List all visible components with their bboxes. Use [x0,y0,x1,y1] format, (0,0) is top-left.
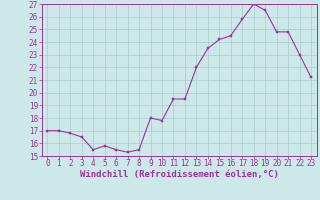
X-axis label: Windchill (Refroidissement éolien,°C): Windchill (Refroidissement éolien,°C) [80,170,279,179]
